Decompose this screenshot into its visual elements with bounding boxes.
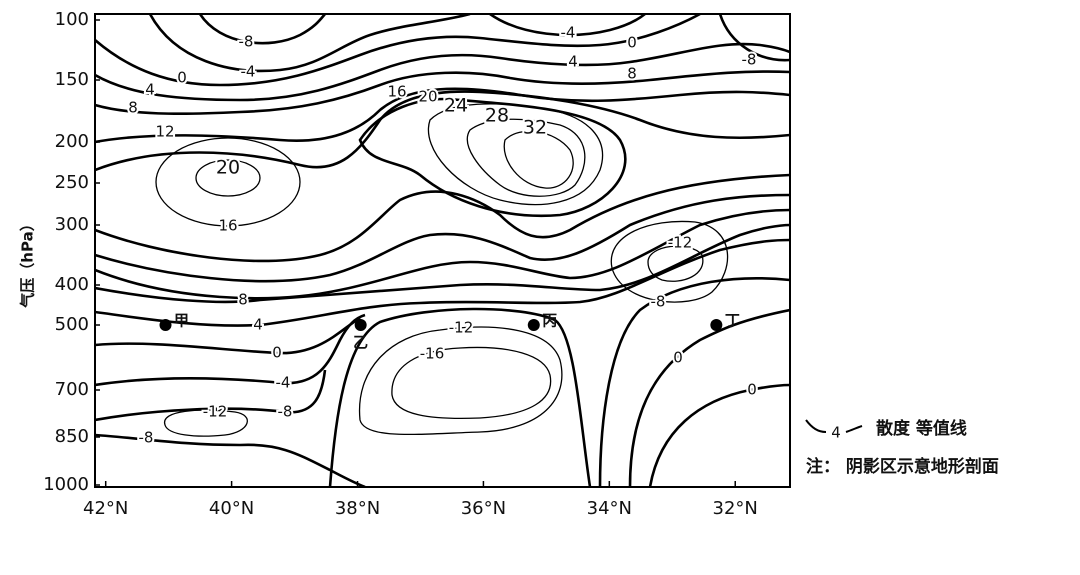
contour-label: -4	[276, 374, 291, 392]
station-point	[527, 319, 540, 331]
contour-label: 0	[272, 344, 282, 362]
contour-label: 4	[568, 53, 578, 71]
contour-line	[155, 137, 301, 227]
contour-label: -8	[139, 429, 154, 447]
station-label: 丁	[725, 312, 740, 330]
contour-label: 4	[145, 81, 155, 99]
contour-line	[95, 42, 790, 102]
contour-label: 20	[216, 157, 240, 179]
contour-label: -8	[742, 51, 757, 69]
y-tick-label: 850	[55, 426, 89, 447]
contour-label: 4	[253, 316, 263, 334]
contour-line	[95, 70, 790, 116]
contour-line	[427, 103, 604, 206]
contour-label: -8	[239, 33, 254, 51]
y-tick-label: 400	[55, 274, 89, 295]
contour-label: -8	[278, 403, 293, 421]
contour-label: -12	[668, 234, 693, 252]
contour-label: 24	[444, 95, 468, 117]
contour-line	[391, 346, 552, 420]
contour-label: 20	[418, 88, 437, 106]
contour-label: 0	[177, 69, 187, 87]
contour-label: 16	[218, 217, 237, 235]
station-label: 丙	[542, 312, 557, 330]
y-tick-label: 150	[55, 69, 89, 90]
contour-label: 0	[747, 381, 757, 399]
contour-label: 8	[238, 291, 248, 309]
contour-label: -12	[449, 319, 474, 337]
plot-frame	[94, 13, 791, 488]
contour-line	[95, 238, 790, 327]
contour-label: 16	[387, 83, 406, 101]
station-point	[710, 319, 723, 331]
station-point	[159, 319, 172, 331]
contour-label: 8	[627, 65, 637, 83]
y-tick-label: 500	[55, 314, 89, 335]
contour-line	[489, 14, 646, 37]
contour-line	[95, 223, 790, 304]
contour-line	[95, 173, 790, 263]
contour-label: -16	[420, 345, 445, 363]
contour-line	[358, 97, 627, 218]
contour-label: -8	[651, 293, 666, 311]
x-tick-label: 40°N	[209, 498, 254, 519]
contour-label: 0	[627, 34, 637, 52]
contour-line	[503, 130, 574, 189]
contour-line	[195, 159, 261, 197]
contour-line	[628, 308, 790, 487]
contour-label: 8	[128, 99, 138, 117]
y-tick-label: 1000	[43, 474, 89, 495]
x-tick-label: 42°N	[83, 498, 128, 519]
y-tick-label: 700	[55, 379, 89, 400]
contours	[95, 14, 790, 487]
contour-label: -4	[241, 63, 256, 81]
contour-line	[95, 193, 790, 283]
y-tick-label: 200	[55, 131, 89, 152]
contour-label: -12	[203, 403, 228, 421]
contour-line	[95, 208, 790, 300]
contour-line	[358, 326, 563, 436]
x-tick-label: 36°N	[461, 498, 506, 519]
contour-line	[466, 118, 586, 197]
x-tick-label: 32°N	[713, 498, 758, 519]
y-tick-label: 300	[55, 214, 89, 235]
station-point	[354, 319, 367, 331]
contour-line	[148, 14, 471, 73]
contour-line	[198, 14, 326, 45]
contour-line	[95, 433, 366, 487]
legend-text: 散度 等值线	[876, 418, 967, 439]
contour-line	[95, 313, 366, 387]
contour-line	[95, 369, 327, 422]
note: 注： 阴影区示意地形剖面	[806, 456, 999, 477]
contour-label: 28	[485, 105, 509, 127]
legend-level: 4	[831, 424, 841, 442]
contour-label: 0	[673, 349, 683, 367]
contour-label: 12	[155, 123, 174, 141]
y-axis-label: 气压（hPa）	[19, 216, 37, 308]
contour-line	[164, 409, 248, 437]
x-tick-label: 34°N	[587, 498, 632, 519]
contour-line	[95, 316, 361, 355]
y-tick-label: 100	[55, 9, 89, 30]
station-label: 甲	[174, 312, 189, 330]
contour-line	[648, 383, 790, 487]
x-tick-label: 38°N	[335, 498, 380, 519]
y-tick-label: 250	[55, 172, 89, 193]
station-label: 乙	[353, 334, 368, 352]
contour-line	[95, 90, 790, 172]
contour-label: 32	[523, 117, 547, 139]
legend-symbol	[805, 419, 863, 433]
contour-label: -4	[561, 24, 576, 42]
contour-line	[95, 14, 701, 87]
contour-line	[598, 277, 790, 487]
contour-line	[95, 87, 790, 144]
contour-line	[328, 307, 592, 487]
contour-line	[647, 245, 704, 282]
contour-line	[718, 14, 790, 62]
